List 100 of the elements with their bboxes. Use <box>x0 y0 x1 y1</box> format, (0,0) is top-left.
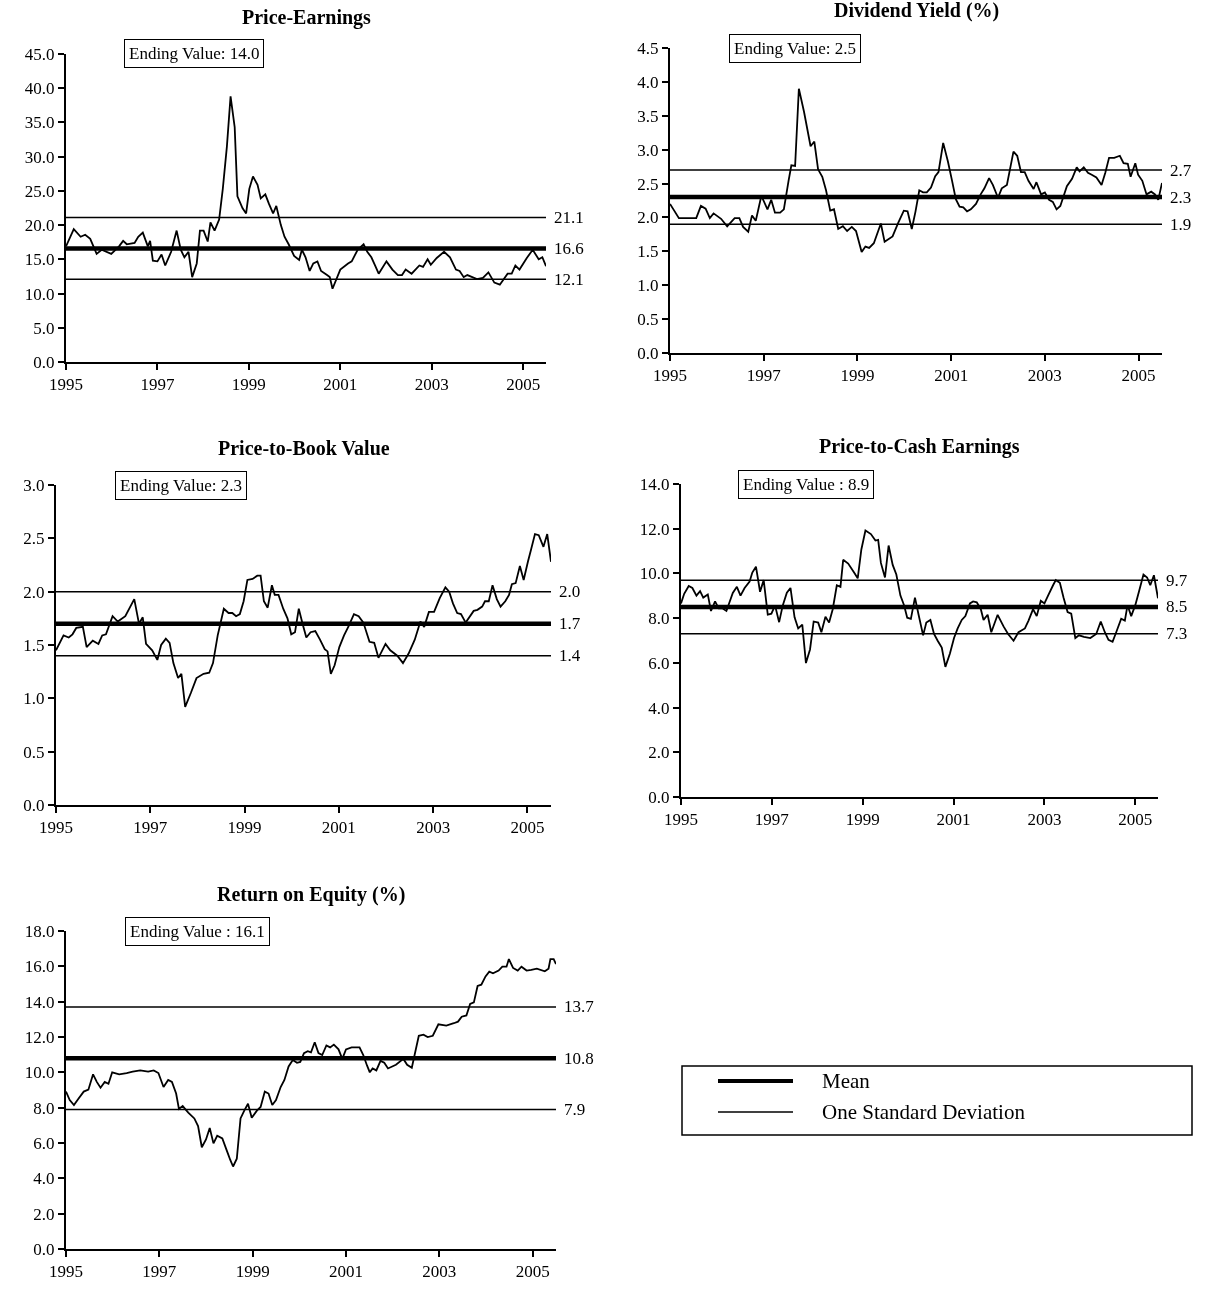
x-tick-label: 2003 <box>1027 366 1062 386</box>
x-tick-label: 2001 <box>323 375 358 395</box>
y-tick-label: 8.0 <box>33 1098 55 1118</box>
annotation: Ending Value: 2.5 <box>734 39 856 58</box>
y-tick-label: 25.0 <box>24 181 55 201</box>
y-tick-label: 0.0 <box>637 343 659 363</box>
x-tick-label: 1995 <box>653 366 687 386</box>
y-tick-label: 35.0 <box>24 113 55 133</box>
y-tick-label: 2.5 <box>637 174 659 194</box>
x-tick-label: 1999 <box>840 366 875 386</box>
x-tick-label: 1995 <box>664 810 698 830</box>
y-tick-label: 2.0 <box>23 582 45 602</box>
y-tick-label: 3.5 <box>637 106 659 126</box>
y-tick-label: 16.0 <box>24 957 55 977</box>
annotation: Ending Value : 16.1 <box>130 922 265 941</box>
ref-line-label: 2.7 <box>1170 161 1192 180</box>
x-tick-label: 2005 <box>1121 366 1156 386</box>
y-tick-label: 8.0 <box>648 609 670 629</box>
chart-title: Price-to-Cash Earnings <box>819 435 1020 458</box>
ref-line-label: 8.5 <box>1166 597 1188 616</box>
chart-title: Price-to-Book Value <box>218 437 390 459</box>
y-tick-label: 15.0 <box>24 250 55 270</box>
y-tick-label: 4.0 <box>637 72 659 92</box>
x-tick-label: 1997 <box>140 375 175 395</box>
ref-line-label: 2.3 <box>1170 188 1192 207</box>
y-tick-label: 5.0 <box>33 318 55 338</box>
x-tick-label: 1997 <box>754 810 790 830</box>
x-tick-label: 2001 <box>936 810 971 830</box>
x-tick-label: 2003 <box>422 1262 457 1282</box>
ref-line-label: 1.7 <box>559 614 581 633</box>
y-tick-label: 4.0 <box>33 1169 55 1189</box>
x-tick-label: 1997 <box>142 1262 177 1282</box>
ref-line-label: 16.6 <box>554 239 584 258</box>
y-tick-label: 30.0 <box>24 147 55 167</box>
y-tick-label: 10.0 <box>639 564 670 584</box>
y-tick-label: 3.0 <box>23 475 45 495</box>
y-tick-label: 40.0 <box>24 79 55 99</box>
y-tick-label: 2.0 <box>648 743 670 763</box>
y-tick-label: 14.0 <box>639 474 670 494</box>
x-tick-label: 2001 <box>321 818 356 838</box>
x-tick-label: 1999 <box>231 375 266 395</box>
y-tick-label: 0.0 <box>33 352 55 372</box>
y-tick-label: 20.0 <box>24 216 55 236</box>
y-tick-label: 0.0 <box>33 1239 55 1259</box>
y-tick-label: 4.0 <box>648 698 670 718</box>
y-tick-label: 0.5 <box>23 742 45 762</box>
x-tick-label: 1999 <box>845 810 880 830</box>
ref-line-label: 1.9 <box>1170 215 1192 234</box>
x-tick-label: 1999 <box>227 818 262 838</box>
x-tick-label: 1995 <box>49 375 83 395</box>
y-tick-label: 14.0 <box>24 992 55 1012</box>
y-tick-label: 4.5 <box>637 38 659 58</box>
y-tick-label: 2.0 <box>637 208 659 228</box>
x-tick-label: 2005 <box>510 818 545 838</box>
ref-line-label: 13.7 <box>564 997 595 1016</box>
ref-line-label: 12.1 <box>554 270 584 289</box>
ref-line-label: 9.7 <box>1166 571 1188 590</box>
x-tick-label: 2001 <box>934 366 969 386</box>
chart-title: Price-Earnings <box>242 6 372 29</box>
y-tick-label: 0.0 <box>648 787 670 807</box>
annotation: Ending Value: 2.3 <box>120 476 242 495</box>
y-tick-label: 0.5 <box>637 310 659 330</box>
text: Mean <box>822 1069 871 1093</box>
x-tick-label: 2005 <box>515 1262 550 1282</box>
y-tick-label: 1.5 <box>23 635 45 655</box>
chart-title: Dividend Yield (%) <box>834 0 1000 22</box>
annotation: Ending Value: 14.0 <box>129 44 260 63</box>
ref-line-label: 7.3 <box>1166 624 1188 643</box>
y-tick-label: 18.0 <box>24 921 55 941</box>
x-tick-label: 2003 <box>1027 810 1062 830</box>
x-tick-label: 1999 <box>235 1262 270 1282</box>
x-tick-label: 1995 <box>49 1262 83 1282</box>
ref-line-label: 1.4 <box>559 646 581 665</box>
y-tick-label: 1.0 <box>23 689 45 709</box>
y-tick-label: 2.5 <box>23 529 45 549</box>
y-tick-label: 10.0 <box>24 284 55 304</box>
y-tick-label: 45.0 <box>24 44 55 64</box>
y-tick-label: 12.0 <box>24 1027 55 1047</box>
ref-line-label: 2.0 <box>559 582 581 601</box>
y-tick-label: 10.0 <box>24 1063 55 1083</box>
x-tick-label: 1997 <box>746 366 782 386</box>
y-tick-label: 12.0 <box>639 519 670 539</box>
y-tick-label: 0.0 <box>23 795 45 815</box>
ref-line-label: 10.8 <box>564 1049 594 1068</box>
x-tick-label: 1995 <box>39 818 73 838</box>
y-tick-label: 2.0 <box>33 1204 55 1224</box>
annotation: Ending Value : 8.9 <box>743 475 870 494</box>
y-tick-label: 6.0 <box>33 1133 55 1153</box>
x-tick-label: 2005 <box>506 375 541 395</box>
x-tick-label: 1997 <box>133 818 168 838</box>
chart-title: Return on Equity (%) <box>217 883 406 906</box>
ref-line-label: 7.9 <box>564 1100 586 1119</box>
x-tick-label: 2005 <box>1118 810 1153 830</box>
y-tick-label: 1.0 <box>637 276 659 296</box>
text: One Standard Deviation <box>822 1100 1026 1124</box>
x-tick-label: 2003 <box>416 818 451 838</box>
y-tick-label: 3.0 <box>637 140 659 160</box>
x-tick-label: 2003 <box>414 375 449 395</box>
y-tick-label: 1.5 <box>637 242 659 262</box>
ref-line-label: 21.1 <box>554 208 584 227</box>
